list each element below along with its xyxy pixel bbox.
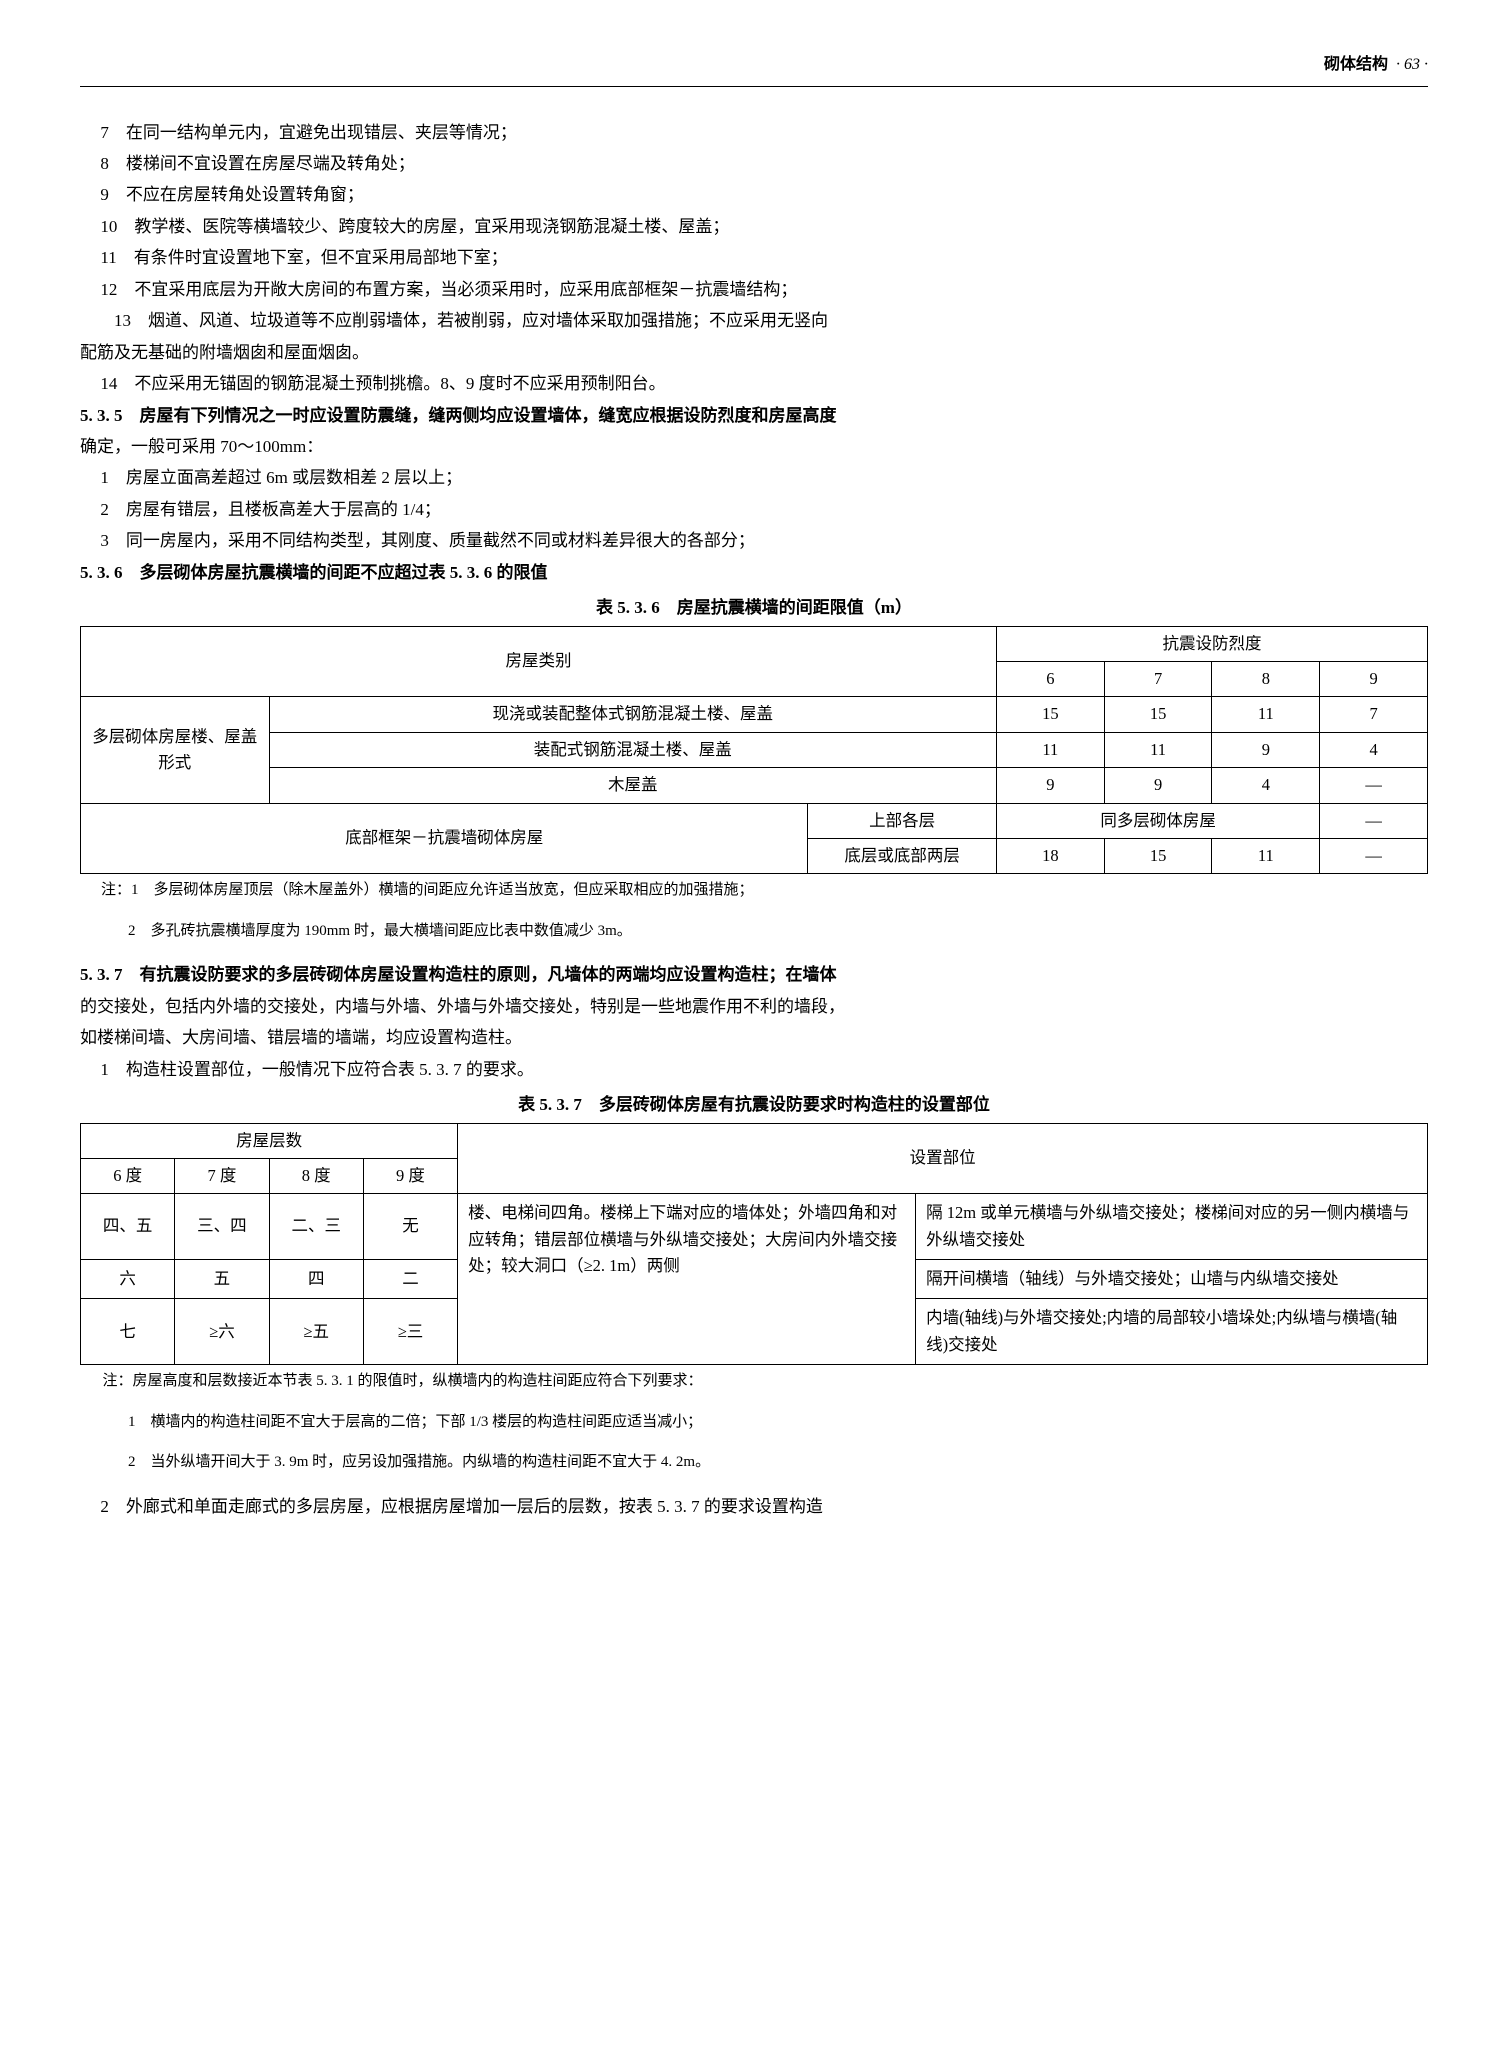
- section-5-3-7-line2: 的交接处，包括内外墙的交接处，内墙与外墙、外墙与外墙交接处，特别是一些地震作用不…: [80, 991, 1428, 1022]
- section-5-3-7-line3: 如楼梯间墙、大房间墙、错层墙的墙端，均应设置构造柱。: [80, 1022, 1428, 1053]
- list-item: 3 同一房屋内，采用不同结构类型，其刚度、质量截然不同或材料差异很大的各部分；: [80, 525, 1428, 556]
- list-item: 12 不宜采用底层为开敞大房间的布置方案，当必须采用时，应采用底部框架－抗震墙结…: [80, 274, 1428, 305]
- table-5-3-7: 房屋层数 设置部位 6 度 7 度 8 度 9 度 四、五 三、四 二、三 无 …: [80, 1123, 1428, 1366]
- list-item: 1 房屋立面高差超过 6m 或层数相差 2 层以上；: [80, 462, 1428, 493]
- item-13-line2: 配筋及无基础的附墙烟囱和屋面烟囱。: [80, 337, 1428, 368]
- t536-note2: 2 多孔砖抗震横墙厚度为 190mm 时，最大横墙间距应比表中数值减少 3m。: [80, 919, 1428, 945]
- page-header: 砌体结构 · 63 ·: [80, 50, 1428, 87]
- chapter-title: 砌体结构: [1324, 56, 1388, 73]
- table-5-3-6: 房屋类别 抗震设防烈度 6 7 8 9 多层砌体房屋楼、屋盖形式 现浇或装配整体…: [80, 626, 1428, 875]
- table-5-3-7-title: 表 5. 3. 7 多层砖砌体房屋有抗震设防要求时构造柱的设置部位: [80, 1089, 1428, 1120]
- list-item: 11 有条件时宜设置地下室，但不宜采用局部地下室；: [80, 242, 1428, 273]
- item-13-line1: 13 烟道、风道、垃圾道等不应削弱墙体，若被削弱，应对墙体采取加强措施；不应采用…: [80, 305, 1428, 336]
- section-5-3-5-line2: 确定，一般可采用 70～100mm：: [80, 431, 1428, 462]
- t537-note0: 注：房屋高度和层数接近本节表 5. 3. 1 的限值时，纵横墙内的构造柱间距应符…: [80, 1369, 1428, 1395]
- list-item: 14 不应采用无锚固的钢筋混凝土预制挑檐。8、9 度时不应采用预制阳台。: [80, 368, 1428, 399]
- section-5-3-7-line1: 5. 3. 7 有抗震设防要求的多层砖砌体房屋设置构造柱的原则，凡墙体的两端均应…: [80, 959, 1428, 990]
- t537-note1: 1 横墙内的构造柱间距不宜大于层高的二倍；下部 1/3 楼层的构造柱间距应适当减…: [80, 1410, 1428, 1436]
- t536-note1: 注：1 多层砌体房屋顶层（除木屋盖外）横墙的间距应允许适当放宽，但应采取相应的加…: [80, 878, 1428, 904]
- table-5-3-6-title: 表 5. 3. 6 房屋抗震横墙的间距限值（m）: [80, 592, 1428, 623]
- section-5-3-6: 5. 3. 6 多层砌体房屋抗震横墙的间距不应超过表 5. 3. 6 的限值: [80, 557, 1428, 588]
- list-item: 10 教学楼、医院等横墙较少、跨度较大的房屋，宜采用现浇钢筋混凝土楼、屋盖；: [80, 211, 1428, 242]
- list-item: 2 外廊式和单面走廊式的多层房屋，应根据房屋增加一层后的层数，按表 5. 3. …: [80, 1491, 1428, 1522]
- list-item: 2 房屋有错层，且楼板高差大于层高的 1/4；: [80, 494, 1428, 525]
- section-5-3-5-line1: 5. 3. 5 房屋有下列情况之一时应设置防震缝，缝两侧均应设置墙体，缝宽应根据…: [80, 400, 1428, 431]
- list-item: 9 不应在房屋转角处设置转角窗；: [80, 179, 1428, 210]
- list-item: 8 楼梯间不宜设置在房屋尽端及转角处；: [80, 148, 1428, 179]
- page-number: · 63 ·: [1396, 56, 1428, 73]
- t537-note2: 2 当外纵墙开间大于 3. 9m 时，应另设加强措施。内纵墙的构造柱间距不宜大于…: [80, 1450, 1428, 1476]
- list-item: 7 在同一结构单元内，宜避免出现错层、夹层等情况；: [80, 117, 1428, 148]
- list-item: 1 构造柱设置部位，一般情况下应符合表 5. 3. 7 的要求。: [80, 1054, 1428, 1085]
